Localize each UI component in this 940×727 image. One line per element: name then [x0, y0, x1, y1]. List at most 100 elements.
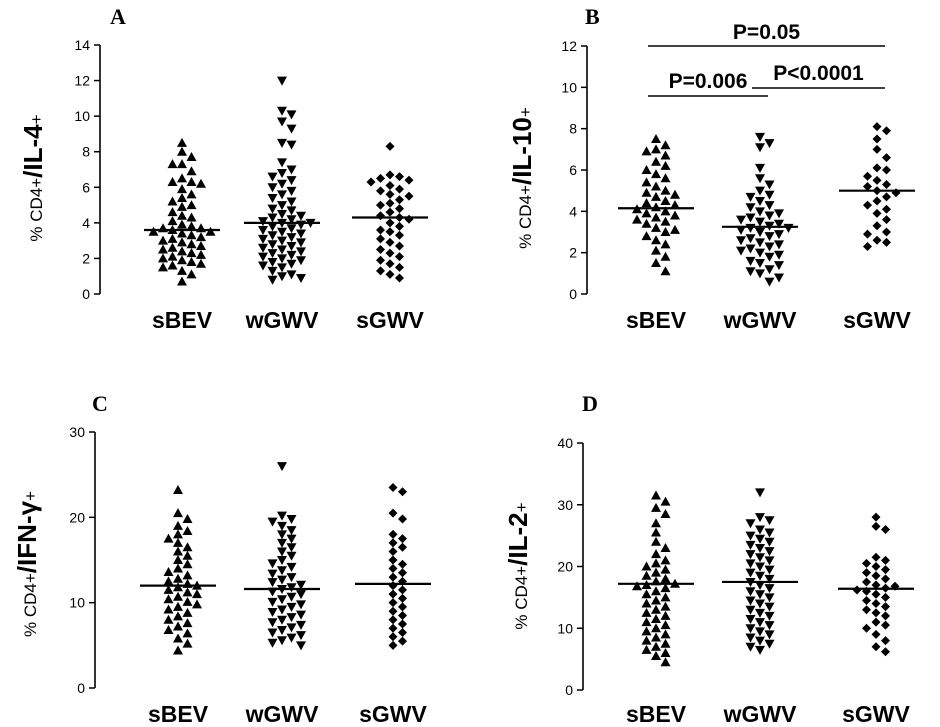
data-point	[163, 566, 174, 576]
data-point	[186, 221, 197, 231]
data-point	[755, 543, 765, 553]
data-point	[755, 163, 765, 173]
data-point	[182, 618, 193, 628]
data-point	[182, 628, 193, 638]
data-point	[286, 206, 297, 216]
data-point	[267, 578, 278, 588]
data-point	[745, 203, 756, 213]
data-point	[404, 191, 414, 201]
data-point	[173, 563, 183, 573]
data-point	[167, 260, 178, 270]
data-point	[660, 601, 671, 611]
data-point	[660, 573, 671, 583]
data-point	[755, 207, 765, 217]
y-tick-label: 4	[569, 203, 577, 219]
data-point	[764, 593, 775, 603]
data-point	[745, 192, 756, 202]
y-label-suffix: +	[512, 502, 531, 512]
data-point	[158, 262, 168, 272]
y-label-prefix: % CD4+	[21, 573, 40, 637]
data-point	[163, 584, 174, 594]
data-point	[286, 526, 297, 536]
data-point	[177, 184, 187, 194]
data-point	[404, 175, 414, 185]
data-point	[258, 234, 268, 244]
data-point	[388, 529, 398, 539]
data-point	[862, 577, 871, 587]
data-point	[296, 238, 306, 248]
data-point	[385, 259, 395, 269]
data-point	[277, 625, 287, 635]
data-point	[745, 540, 756, 550]
data-point	[881, 636, 890, 646]
data-point	[182, 514, 193, 524]
data-point	[745, 596, 756, 606]
data-point	[651, 245, 661, 255]
data-point	[755, 534, 765, 544]
data-point	[158, 244, 168, 254]
data-point	[660, 638, 671, 648]
data-point	[660, 620, 671, 630]
data-point	[755, 186, 765, 196]
data-point	[296, 580, 306, 590]
data-point	[376, 186, 385, 196]
data-point	[395, 184, 404, 194]
data-point	[267, 628, 278, 638]
data-point	[641, 589, 652, 599]
data-point	[286, 186, 297, 196]
data-point	[196, 232, 206, 242]
data-point	[774, 261, 784, 271]
data-point	[395, 230, 404, 240]
data-point	[277, 106, 287, 116]
data-point	[177, 173, 187, 183]
y-label-suffix: +	[21, 491, 40, 501]
data-point	[182, 559, 193, 569]
data-point	[277, 272, 287, 282]
data-point	[881, 611, 890, 621]
y-tick-label: 10	[557, 620, 573, 636]
data-point	[395, 172, 404, 182]
data-point	[186, 200, 197, 210]
data-point	[277, 245, 287, 255]
data-point	[764, 584, 775, 594]
data-point	[755, 608, 765, 618]
data-point	[882, 179, 891, 189]
data-point	[872, 144, 882, 154]
y-tick-label: 30	[69, 424, 85, 440]
y-tick-label: 10	[69, 595, 85, 611]
data-point	[167, 196, 178, 206]
data-point	[651, 258, 661, 267]
data-point	[182, 607, 193, 617]
data-point	[388, 482, 398, 492]
data-point	[196, 249, 206, 259]
data-point	[385, 248, 395, 258]
data-point	[755, 248, 765, 258]
data-point	[148, 226, 159, 236]
data-point	[881, 565, 890, 575]
data-point	[177, 210, 187, 220]
data-point	[660, 610, 671, 620]
panel-letter: A	[110, 4, 126, 29]
data-point	[395, 273, 404, 283]
data-point	[163, 576, 174, 586]
data-point	[651, 222, 661, 232]
data-point	[660, 216, 671, 226]
data-point	[755, 269, 765, 279]
data-point	[660, 629, 671, 639]
data-point	[267, 608, 278, 618]
data-point	[267, 204, 278, 214]
data-point	[277, 636, 287, 646]
data-point	[651, 144, 661, 154]
data-point	[173, 520, 183, 530]
x-category-label: sBEV	[626, 701, 687, 727]
data-point	[651, 536, 661, 546]
data-point	[173, 529, 183, 539]
data-point	[745, 568, 756, 578]
data-point	[286, 215, 297, 225]
data-point	[641, 570, 652, 580]
data-point	[871, 512, 881, 522]
panel-d: D 0 10 20 30 40 sBEV wGWV sGWV % CD4+/IL-2+	[503, 391, 914, 727]
data-point	[745, 559, 756, 569]
data-point	[177, 228, 187, 238]
data-point	[385, 198, 395, 208]
